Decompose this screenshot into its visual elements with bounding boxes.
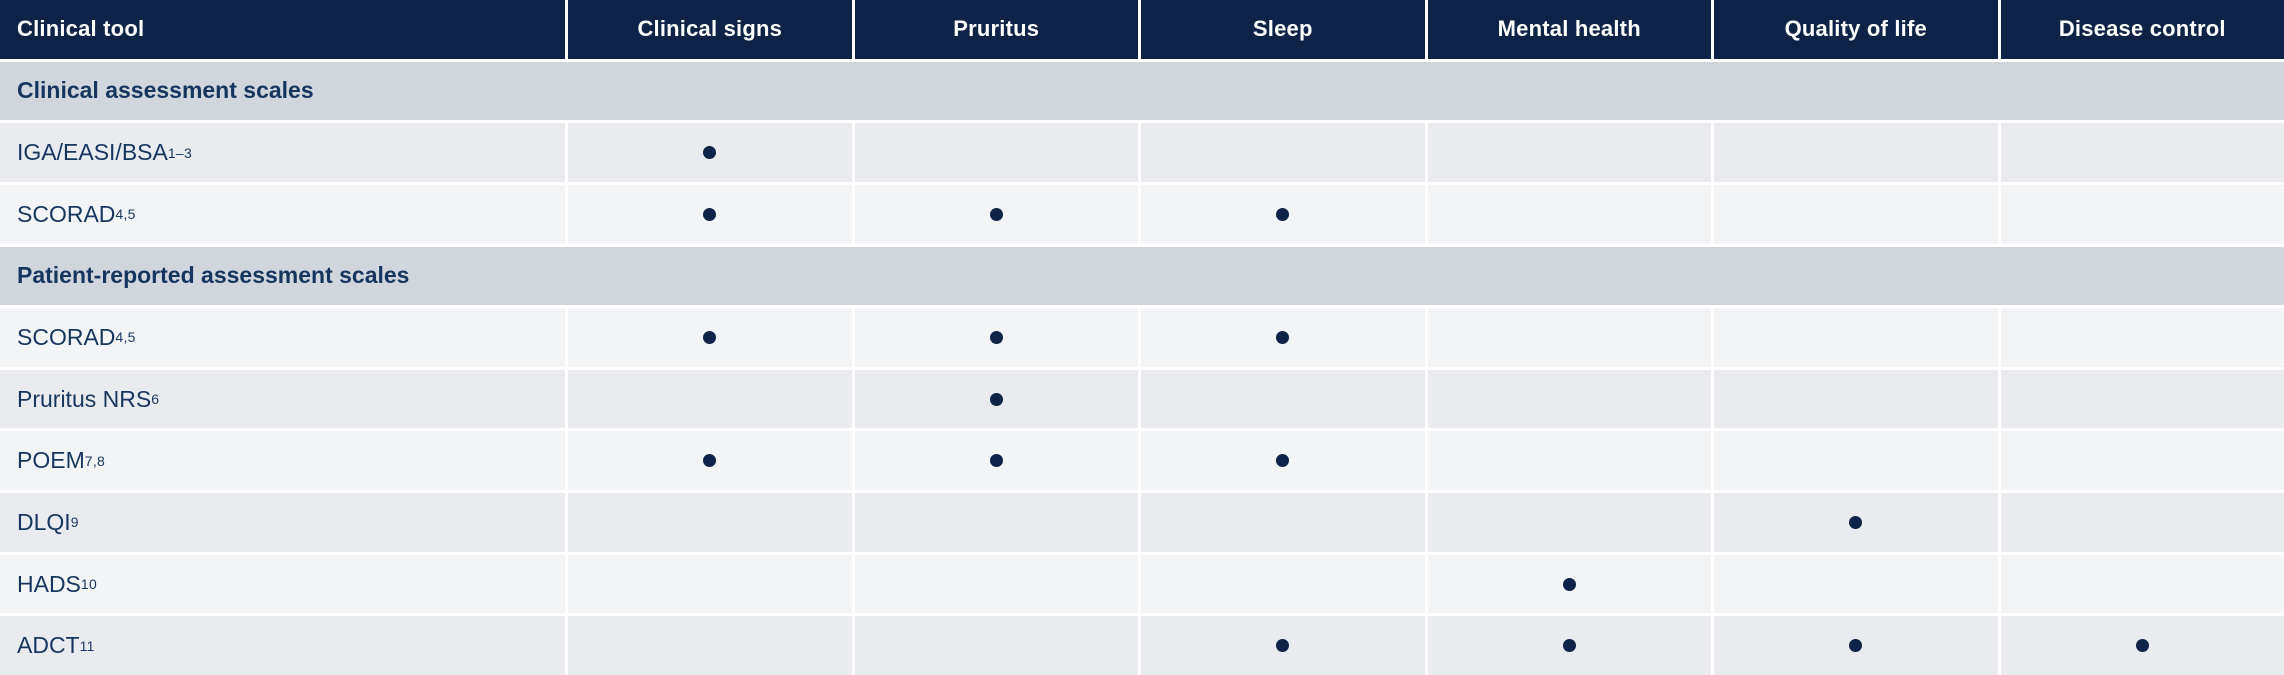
matrix-cell bbox=[2000, 554, 2284, 614]
matrix-cell bbox=[1714, 123, 1998, 182]
matrix-cell bbox=[2000, 493, 2284, 552]
row-label: SCORAD bbox=[17, 200, 116, 227]
matrix-cell bbox=[854, 554, 1138, 614]
row-label-cell: POEM 7,8 bbox=[0, 431, 565, 491]
column-header-disease-control: Disease control bbox=[2000, 0, 2284, 59]
matrix-cell bbox=[2000, 308, 2284, 367]
matrix-cell bbox=[1141, 616, 1425, 675]
matrix-cell bbox=[1141, 123, 1425, 182]
matrix-cell bbox=[854, 123, 1138, 182]
matrix-cell bbox=[1141, 554, 1425, 614]
dot-icon bbox=[1276, 330, 1290, 344]
row-label-cell: DLQI 9 bbox=[0, 493, 565, 552]
row-label: ADCT bbox=[17, 632, 80, 659]
matrix-cell bbox=[1714, 554, 1998, 614]
matrix-cell bbox=[1714, 616, 1998, 675]
dot-icon bbox=[989, 207, 1003, 221]
row-label: IGA/EASI/BSA bbox=[17, 139, 168, 166]
matrix-cell bbox=[854, 493, 1138, 552]
matrix-cell bbox=[1427, 431, 1711, 491]
dot-icon bbox=[989, 454, 1003, 468]
row-label: HADS bbox=[17, 570, 81, 597]
dot-icon bbox=[1276, 454, 1290, 468]
matrix-cell bbox=[2000, 369, 2284, 429]
dot-icon bbox=[703, 207, 717, 221]
row-label-cell: Pruritus NRS 6 bbox=[0, 369, 565, 429]
row-label-cell: SCORAD 4,5 bbox=[0, 184, 565, 244]
matrix-cell bbox=[1714, 308, 1998, 367]
matrix-cell bbox=[1714, 369, 1998, 429]
matrix-cell bbox=[1427, 493, 1711, 552]
matrix-cell bbox=[1141, 493, 1425, 552]
dot-icon bbox=[1276, 207, 1290, 221]
matrix-cell bbox=[568, 493, 852, 552]
row-label-cell: IGA/EASI/BSA 1–3 bbox=[0, 123, 565, 182]
matrix-cell bbox=[568, 554, 852, 614]
matrix-cell bbox=[1427, 123, 1711, 182]
column-header-sleep: Sleep bbox=[1141, 0, 1425, 59]
dot-icon bbox=[703, 454, 717, 468]
row-label-cell: ADCT 11 bbox=[0, 616, 565, 675]
row-label-cell: HADS 10 bbox=[0, 554, 565, 614]
column-header-clinical-signs: Clinical signs bbox=[568, 0, 852, 59]
row-label: SCORAD bbox=[17, 323, 116, 350]
matrix-cell bbox=[1141, 431, 1425, 491]
matrix-cell bbox=[1141, 308, 1425, 367]
matrix-cell bbox=[854, 369, 1138, 429]
section-label: Patient-reported assessment scales bbox=[17, 262, 410, 289]
matrix-cell bbox=[1714, 184, 1998, 244]
row-label: Pruritus NRS bbox=[17, 385, 152, 412]
dot-icon bbox=[1849, 639, 1863, 653]
matrix-cell bbox=[1427, 308, 1711, 367]
matrix-cell bbox=[2000, 616, 2284, 675]
section-label: Clinical assessment scales bbox=[17, 77, 314, 104]
matrix-cell bbox=[1427, 369, 1711, 429]
matrix-cell bbox=[854, 616, 1138, 675]
matrix-cell bbox=[1714, 431, 1998, 491]
column-header-mental-health: Mental health bbox=[1427, 0, 1711, 59]
dot-icon bbox=[2135, 639, 2149, 653]
column-header-clinical-tool: Clinical tool bbox=[0, 0, 565, 59]
matrix-cell bbox=[1141, 369, 1425, 429]
matrix-cell bbox=[568, 123, 852, 182]
row-label: DLQI bbox=[17, 508, 71, 535]
dot-icon bbox=[1276, 639, 1290, 653]
section-row: Clinical assessment scales bbox=[0, 61, 2284, 121]
dot-icon bbox=[703, 330, 717, 344]
matrix-cell bbox=[854, 308, 1138, 367]
column-header-quality-of-life: Quality of life bbox=[1714, 0, 1998, 59]
matrix-cell bbox=[568, 308, 852, 367]
matrix-cell bbox=[2000, 184, 2284, 244]
matrix-cell bbox=[568, 431, 852, 491]
matrix-cell bbox=[1427, 616, 1711, 675]
row-label: POEM bbox=[17, 447, 85, 474]
matrix-cell bbox=[854, 184, 1138, 244]
matrix-cell bbox=[568, 369, 852, 429]
dot-icon bbox=[1562, 577, 1576, 591]
matrix-cell bbox=[1141, 184, 1425, 244]
matrix-cell bbox=[1714, 493, 1998, 552]
matrix-cell bbox=[2000, 123, 2284, 182]
matrix-cell bbox=[854, 431, 1138, 491]
row-label-cell: SCORAD 4,5 bbox=[0, 308, 565, 367]
matrix-cell bbox=[1427, 554, 1711, 614]
dot-icon bbox=[703, 146, 717, 160]
dot-icon bbox=[1849, 515, 1863, 529]
section-row: Patient-reported assessment scales bbox=[0, 246, 2284, 306]
matrix-cell bbox=[2000, 431, 2284, 491]
matrix-cell bbox=[568, 184, 852, 244]
matrix-cell bbox=[568, 616, 852, 675]
dot-icon bbox=[1562, 639, 1576, 653]
matrix-cell bbox=[1427, 184, 1711, 244]
dot-icon bbox=[989, 330, 1003, 344]
dot-icon bbox=[989, 392, 1003, 406]
column-header-pruritus: Pruritus bbox=[854, 0, 1138, 59]
